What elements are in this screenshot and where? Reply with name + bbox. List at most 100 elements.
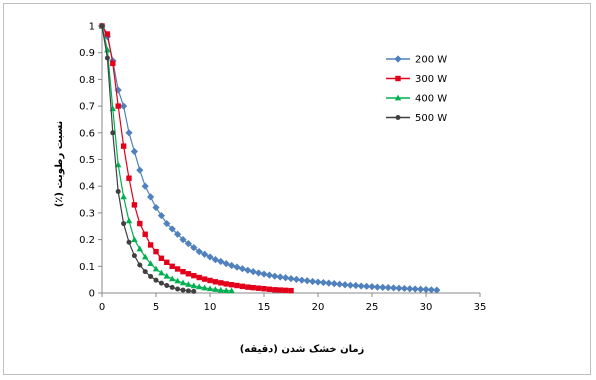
data-point <box>260 270 268 278</box>
data-point <box>255 285 262 291</box>
legend-item: 200 W <box>386 55 447 66</box>
data-point <box>346 281 354 289</box>
x-tick-label: 20 <box>312 302 325 313</box>
data-point <box>168 225 176 233</box>
legend-label: 500 W <box>415 113 447 124</box>
data-point <box>190 282 197 289</box>
data-point <box>179 236 187 244</box>
data-point <box>131 236 138 242</box>
data-point <box>223 287 230 293</box>
data-point <box>427 286 435 294</box>
data-point <box>174 230 182 238</box>
series-400w <box>98 22 235 294</box>
data-point <box>319 278 327 287</box>
data-point <box>233 263 241 271</box>
chart-frame: 0 0.1 0.2 0.3 0.4 0.5 0.6 0.7 0.8 0.9 1 0 5 10 15 20 25 3… <box>3 3 591 375</box>
data-point <box>298 276 306 284</box>
x-tick-label: 25 <box>366 302 379 313</box>
data-point <box>309 277 317 286</box>
legend-item: 500 W <box>386 113 447 124</box>
x-axis-title: زمان خشک شدن (دقیقه) <box>240 344 365 355</box>
series-line <box>101 25 437 291</box>
legend: 200 W 300 W 400 W 500 W <box>386 55 447 124</box>
y-axis-title: نسبت رطوبت (٪) <box>54 121 65 208</box>
data-point <box>179 279 187 286</box>
data-point <box>394 94 402 101</box>
data-point <box>336 280 344 288</box>
data-point <box>174 277 181 284</box>
data-point <box>255 269 263 277</box>
data-point <box>184 240 192 248</box>
data-point <box>249 268 257 276</box>
data-point <box>147 260 154 267</box>
data-point <box>174 266 181 272</box>
data-point <box>120 143 127 149</box>
series-300w <box>99 23 294 294</box>
data-point <box>191 272 197 279</box>
data-point <box>292 275 300 283</box>
data-point <box>175 286 181 292</box>
data-point <box>373 283 381 291</box>
data-point <box>147 193 155 201</box>
data-point <box>104 31 111 37</box>
series-layer <box>98 22 441 294</box>
data-point <box>223 281 229 287</box>
data-point <box>390 284 398 292</box>
data-point <box>164 259 170 265</box>
data-point <box>287 274 295 283</box>
x-tick-label: 5 <box>153 302 159 313</box>
data-point <box>185 288 191 294</box>
data-point <box>314 278 322 286</box>
legend-item: 400 W <box>386 94 447 105</box>
y-tick-label: 0 <box>89 289 95 300</box>
data-point <box>325 279 333 287</box>
data-point <box>190 244 198 252</box>
data-point <box>330 280 338 288</box>
data-point <box>136 245 143 252</box>
y-tick-label: 1 <box>89 22 95 33</box>
data-point <box>158 255 165 261</box>
data-point <box>363 282 371 290</box>
data-point <box>265 271 273 279</box>
x-tick-label: 30 <box>420 302 433 313</box>
legend-label: 300 W <box>415 74 447 85</box>
series-line <box>101 25 194 292</box>
data-point <box>303 277 311 285</box>
data-point <box>228 261 236 270</box>
y-tick-label: 0.2 <box>79 235 95 246</box>
data-point <box>180 268 186 275</box>
moisture-ratio-chart: 00.10.20.30.40.50.60.70.80.910 5 10 15 20 25 3… <box>54 22 487 356</box>
data-point <box>261 286 267 292</box>
data-point <box>163 219 171 228</box>
data-point <box>212 279 219 285</box>
data-point <box>238 265 246 273</box>
data-point <box>120 193 127 200</box>
data-point <box>157 211 165 220</box>
data-point <box>115 189 121 195</box>
data-point <box>153 277 159 283</box>
data-point <box>148 273 154 279</box>
data-point <box>218 280 224 286</box>
x-tick-label: 35 <box>474 302 487 313</box>
data-point <box>288 287 294 294</box>
data-point <box>395 284 403 292</box>
data-point <box>406 285 414 293</box>
data-point <box>368 282 376 291</box>
data-point <box>115 103 121 109</box>
data-point <box>207 277 213 284</box>
data-point <box>228 287 235 294</box>
data-point <box>121 221 127 227</box>
data-point <box>195 248 203 256</box>
y-tick-label: 0.1 <box>79 262 95 273</box>
data-point <box>169 275 176 282</box>
data-point <box>244 266 252 274</box>
data-point <box>217 286 224 293</box>
data-point <box>125 217 133 224</box>
data-point <box>196 283 203 290</box>
data-point <box>147 242 154 248</box>
data-point <box>126 239 132 245</box>
legend-label: 200 W <box>415 55 447 66</box>
data-point <box>141 182 149 190</box>
data-point <box>126 175 132 181</box>
data-point <box>99 23 105 29</box>
